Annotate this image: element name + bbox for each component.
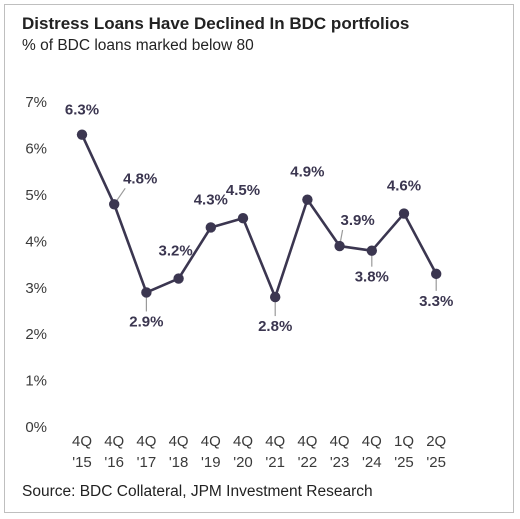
data-point	[173, 273, 184, 284]
data-label: 3.8%	[355, 269, 389, 286]
y-tick-label: 7%	[25, 94, 47, 111]
data-label: 2.8%	[258, 318, 292, 335]
data-point	[366, 245, 377, 256]
data-points	[76, 129, 442, 303]
data-point	[76, 129, 88, 140]
y-tick-label: 1%	[25, 373, 47, 390]
data-label: 3.2%	[158, 243, 192, 260]
x-tick-label: 4Q '15	[72, 433, 92, 471]
x-tick-label: 4Q '19	[201, 433, 221, 471]
x-tick-label: 4Q '17	[136, 433, 156, 471]
x-tick-label: 2Q '25	[426, 433, 446, 471]
x-tick-label: 4Q '24	[362, 433, 382, 471]
x-axis: 4Q '15 4Q '16 4Q '17 4Q '18 4Q '19 4Q '20 4Q '21 4Q '22…	[72, 433, 446, 471]
data-point	[398, 208, 410, 219]
x-tick-label: 4Q '22	[297, 433, 317, 471]
data-label: 3.3%	[419, 293, 453, 310]
data-label: 2.9%	[129, 313, 163, 330]
y-axis: 0% 1% 2% 3% 4% 5% 6% 7%	[25, 94, 47, 436]
x-tick-label: 1Q '25	[394, 433, 414, 471]
data-point	[334, 240, 345, 252]
y-tick-label: 5%	[25, 187, 47, 204]
x-tick-label: 4Q '23	[330, 433, 350, 471]
y-tick-label: 0%	[25, 419, 47, 436]
data-point	[141, 287, 152, 298]
x-tick-label: 4Q '21	[265, 433, 285, 471]
x-tick-label: 4Q '16	[104, 433, 124, 471]
y-tick-label: 2%	[25, 326, 47, 343]
data-label: 4.3%	[194, 191, 228, 208]
data-point	[431, 268, 442, 280]
x-tick-label: 4Q '18	[169, 433, 189, 471]
y-tick-label: 3%	[25, 280, 47, 297]
data-label: 6.3%	[65, 102, 99, 119]
series-line-path	[80, 134, 438, 299]
data-point	[109, 199, 120, 210]
data-label: 4.9%	[290, 164, 324, 181]
data-label: 4.8%	[123, 170, 157, 187]
data-label: 4.6%	[387, 178, 421, 195]
series-line	[80, 134, 438, 299]
chart-source: Source: BDC Collateral, JPM Investment R…	[22, 483, 373, 500]
y-tick-label: 6%	[25, 141, 47, 158]
data-point	[205, 222, 216, 233]
data-point	[237, 213, 249, 224]
chart-title: Distress Loans Have Declined In BDC port…	[22, 14, 410, 33]
data-label: 4.5%	[226, 182, 260, 199]
data-point	[302, 194, 313, 205]
data-point	[270, 291, 281, 303]
data-labels: 6.3% 4.8% 2.9% 3.2% 4.3%4.5% 2.8% 4.9% 3.9% 3.8%…	[65, 102, 453, 335]
data-label: 3.9%	[340, 212, 374, 229]
chart-frame	[4, 4, 514, 513]
chart-subtitle: % of BDC loans marked below 80	[22, 37, 254, 54]
y-tick-label: 4%	[25, 233, 47, 250]
x-tick-label: 4Q '20	[233, 433, 253, 471]
